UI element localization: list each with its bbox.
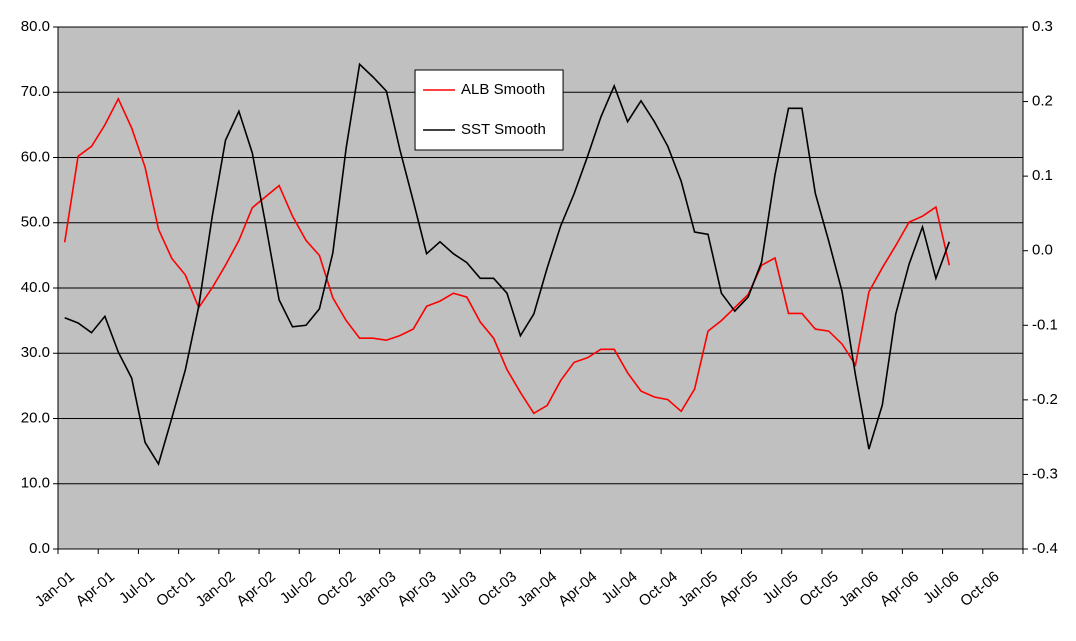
x-tick-label: Jul-03	[438, 568, 480, 607]
y2-tick-label: 0.3	[1032, 18, 1053, 35]
y-tick-label: 80.0	[21, 18, 50, 35]
y-tick-label: 10.0	[21, 475, 50, 492]
y-tick-label: 40.0	[21, 279, 50, 296]
x-tick-label: Oct-04	[636, 568, 681, 610]
legend-label: SST Smooth	[461, 121, 546, 138]
x-tick-label: Jan-02	[193, 568, 239, 611]
y-tick-label: 0.0	[29, 540, 50, 557]
x-tick-label: Apr-05	[716, 568, 761, 610]
y-tick-label: 30.0	[21, 344, 50, 361]
x-tick-label: Jan-06	[836, 568, 882, 611]
x-tick-label: Jul-04	[599, 568, 641, 607]
x-tick-label: Jan-03	[353, 568, 399, 611]
legend-label: ALB Smooth	[461, 81, 545, 98]
x-tick-label: Oct-03	[475, 568, 520, 610]
series-line	[64, 62, 951, 466]
x-tick-label: Jul-02	[277, 568, 319, 607]
y2-tick-label: -0.4	[1032, 540, 1058, 557]
x-tick-label: Oct-01	[153, 568, 198, 610]
x-tick-label: Jan-05	[675, 568, 721, 611]
legend-box	[414, 69, 564, 151]
x-tick-label: Jan-01	[32, 568, 78, 611]
x-tick-label: Oct-06	[957, 568, 1002, 610]
x-tick-label: Apr-01	[73, 568, 118, 610]
y2-tick-label: -0.2	[1032, 391, 1058, 408]
y2-tick-label: 0.1	[1032, 167, 1053, 184]
series-line	[63, 96, 951, 415]
x-tick-label: Jul-05	[759, 568, 801, 607]
y-tick-label: 20.0	[21, 409, 50, 426]
x-tick-label: Apr-04	[555, 568, 600, 610]
legend: ALB Smooth SST Smooth	[414, 69, 564, 151]
x-tick-label: Jul-06	[920, 568, 962, 607]
y-tick-label: 50.0	[21, 214, 50, 231]
x-tick-label: Jan-04	[514, 568, 560, 611]
y2-tick-label: 0.2	[1032, 93, 1053, 110]
y2-tick-label: -0.1	[1032, 316, 1058, 333]
x-tick-label: Oct-02	[314, 568, 359, 610]
x-tick-label: Jul-01	[116, 568, 158, 607]
x-tick-label: Apr-03	[394, 568, 439, 610]
y2-tick-label: -0.3	[1032, 465, 1058, 482]
y-tick-label: 60.0	[21, 148, 50, 165]
x-tick-label: Oct-05	[796, 568, 841, 610]
x-tick-label: Apr-02	[233, 568, 278, 610]
y-tick-label: 70.0	[21, 83, 50, 100]
y2-tick-label: 0.0	[1032, 242, 1053, 259]
x-tick-label: Apr-06	[877, 568, 922, 610]
